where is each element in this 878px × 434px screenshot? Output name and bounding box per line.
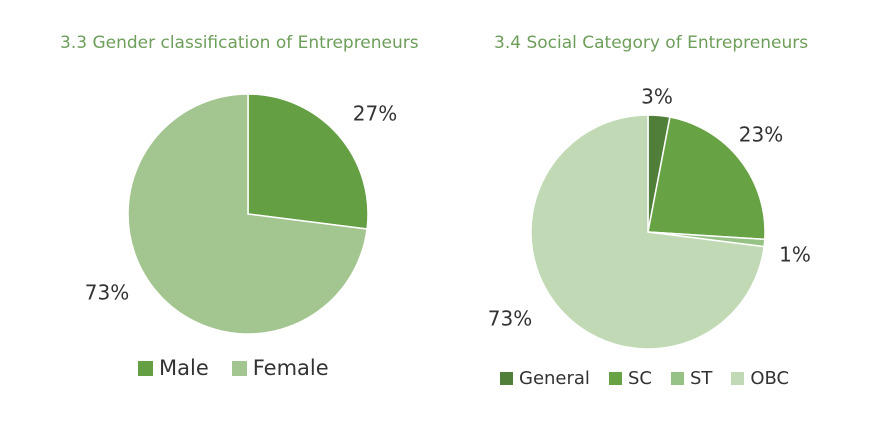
- gender-chart-panel: 3.3 Gender classification of Entrepreneu…: [60, 33, 419, 380]
- legend-label-sc: SC: [627, 368, 652, 389]
- pie-slice-female: [127, 93, 368, 335]
- legend-item-general: General: [500, 368, 590, 389]
- data-label-male: 27%: [353, 102, 397, 126]
- legend-item-sc: SC: [608, 368, 652, 389]
- chart-title: 3.3 Gender classification of Entrepreneu…: [60, 33, 419, 53]
- social-category-pie-chart: 3% 23% 1% 73%: [488, 85, 811, 350]
- chart-title: 3.4 Social Category of Entrepreneurs: [494, 33, 809, 53]
- legend-label-male: Male: [159, 356, 209, 380]
- legend-item-obc: OBC: [731, 368, 789, 389]
- data-label-general: 3%: [641, 85, 673, 109]
- data-label-st: 1%: [779, 243, 811, 267]
- legend-label-general: General: [519, 368, 590, 389]
- legend-label-female: Female: [252, 356, 329, 380]
- pie-slice-sc: [647, 116, 766, 241]
- legend-item-female: Female: [231, 356, 329, 380]
- legend-item-st: ST: [670, 368, 713, 389]
- social-category-legend: General SC ST OBC: [500, 368, 808, 389]
- data-label-obc: 73%: [488, 307, 532, 331]
- gender-legend: Male Female: [138, 356, 352, 380]
- legend-swatch-sc: [608, 372, 622, 385]
- legend-label-st: ST: [689, 368, 713, 389]
- legend-item-male: Male: [138, 356, 209, 380]
- pie-slice-male: [247, 93, 369, 230]
- data-label-female: 73%: [85, 281, 129, 305]
- legend-label-obc: OBC: [750, 368, 790, 389]
- gender-pie-chart: 27% 73%: [85, 93, 397, 335]
- data-label-sc: 23%: [739, 123, 783, 147]
- legend-swatch-obc: [731, 372, 745, 385]
- social-category-chart-panel: 3.4 Social Category of Entrepreneurs 3% 2…: [450, 0, 878, 434]
- legend-swatch-female: [231, 360, 247, 376]
- legend-swatch-st: [670, 372, 684, 385]
- pie-slice-obc: [530, 114, 765, 350]
- legend-swatch-general: [500, 372, 513, 385]
- legend-swatch-male: [138, 360, 153, 376]
